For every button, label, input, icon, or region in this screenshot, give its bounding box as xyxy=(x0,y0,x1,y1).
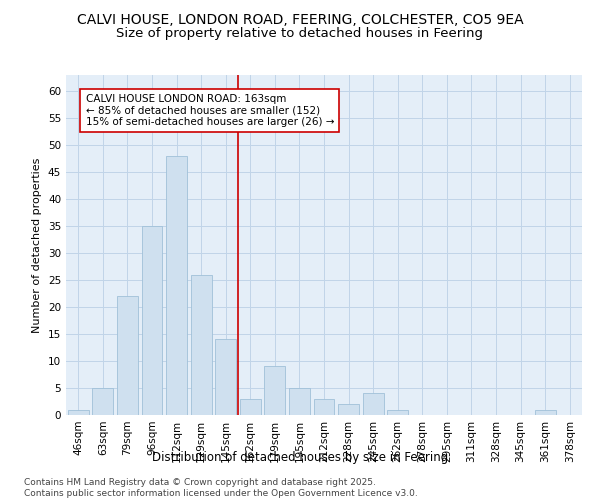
Text: Distribution of detached houses by size in Feering: Distribution of detached houses by size … xyxy=(152,451,448,464)
Bar xyxy=(289,388,310,415)
Bar xyxy=(265,366,286,415)
Bar xyxy=(166,156,187,415)
Y-axis label: Number of detached properties: Number of detached properties xyxy=(32,158,43,332)
Bar xyxy=(535,410,556,415)
Text: CALVI HOUSE LONDON ROAD: 163sqm
← 85% of detached houses are smaller (152)
15% o: CALVI HOUSE LONDON ROAD: 163sqm ← 85% of… xyxy=(86,94,334,127)
Bar xyxy=(387,410,408,415)
Bar xyxy=(142,226,163,415)
Bar xyxy=(362,394,383,415)
Bar xyxy=(240,399,261,415)
Text: CALVI HOUSE, LONDON ROAD, FEERING, COLCHESTER, CO5 9EA: CALVI HOUSE, LONDON ROAD, FEERING, COLCH… xyxy=(77,12,523,26)
Bar xyxy=(92,388,113,415)
Bar xyxy=(191,274,212,415)
Bar xyxy=(314,399,334,415)
Text: Size of property relative to detached houses in Feering: Size of property relative to detached ho… xyxy=(116,28,484,40)
Bar xyxy=(338,404,359,415)
Bar xyxy=(68,410,89,415)
Text: Contains HM Land Registry data © Crown copyright and database right 2025.
Contai: Contains HM Land Registry data © Crown c… xyxy=(24,478,418,498)
Bar xyxy=(117,296,138,415)
Bar xyxy=(215,340,236,415)
